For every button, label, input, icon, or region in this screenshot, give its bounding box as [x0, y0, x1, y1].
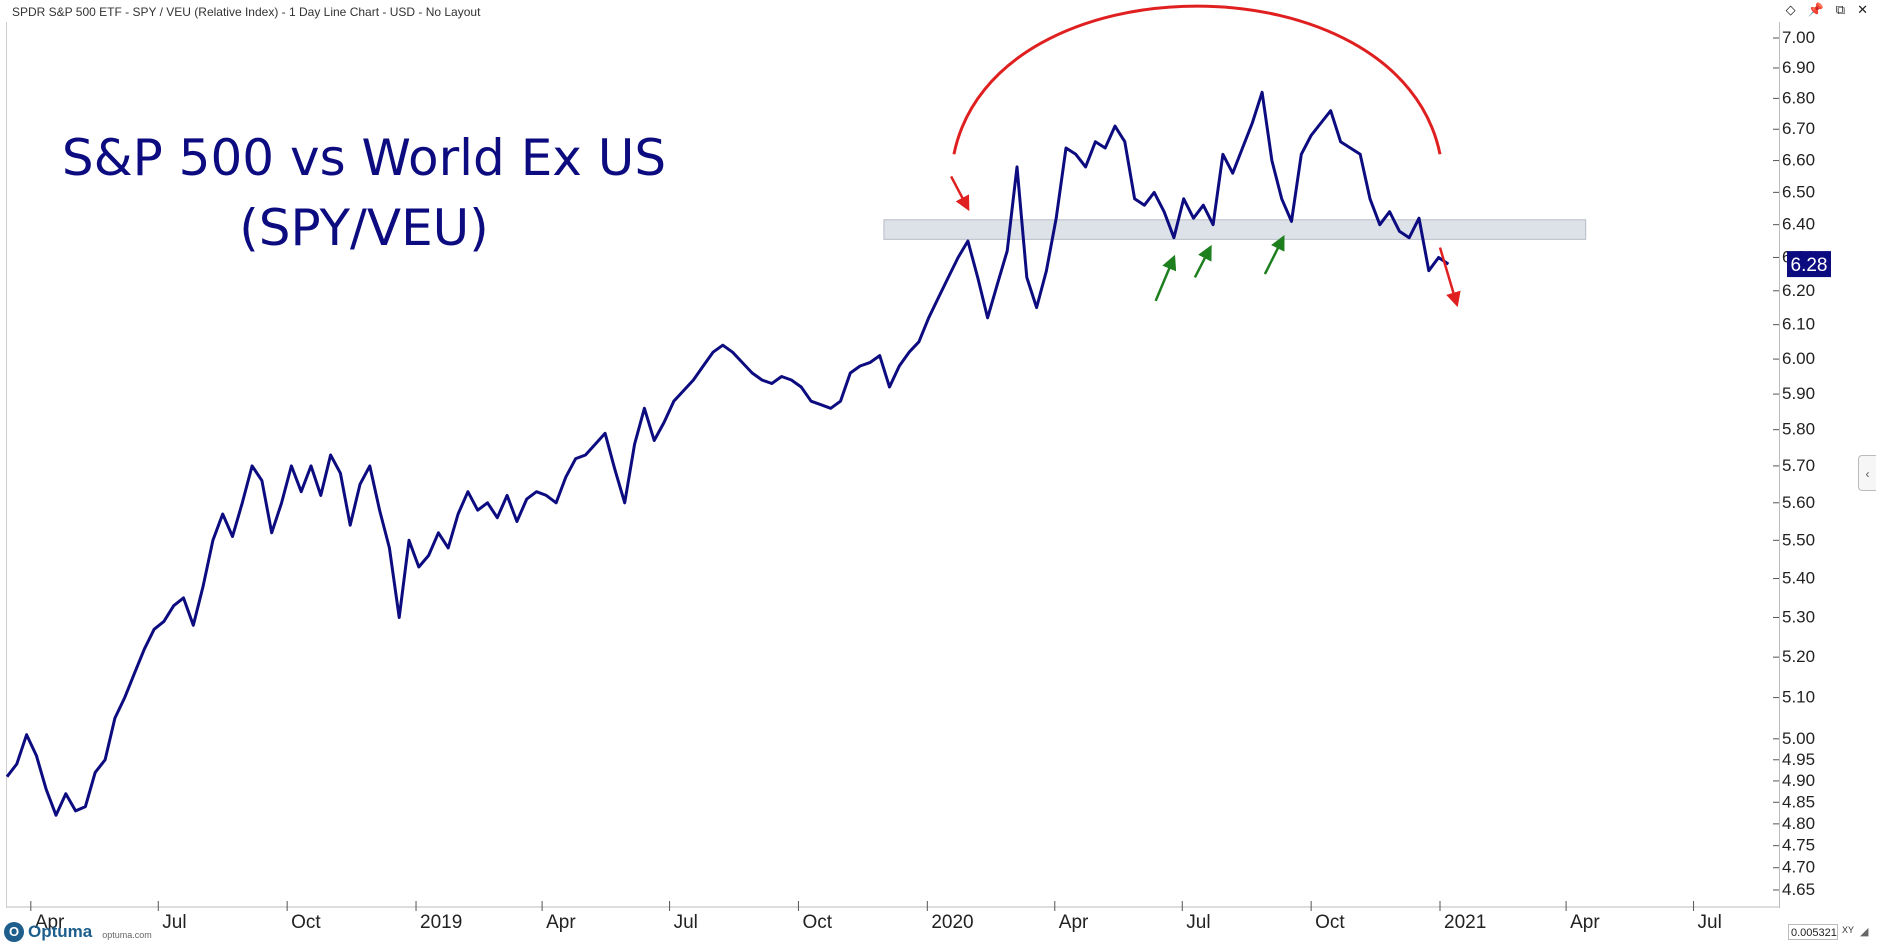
x-tick-label: 2019: [420, 912, 462, 933]
side-panel-toggle-chevron-left-icon[interactable]: ‹: [1858, 455, 1876, 491]
resize-grip-icon[interactable]: ◢: [1860, 926, 1869, 938]
y-tick-label: 5.10: [1782, 688, 1815, 707]
y-tick-label: 5.00: [1782, 729, 1815, 748]
x-tick-label: Apr: [1570, 912, 1600, 933]
y-tick-label: 5.90: [1782, 384, 1815, 403]
y-tick-label: 6.70: [1782, 119, 1815, 138]
x-tick-label: 2020: [931, 912, 973, 933]
y-tick-label: 5.40: [1782, 569, 1815, 588]
top-arc: [952, 4, 1442, 155]
optuma-logo: O Optuma optuma.com: [4, 922, 152, 942]
y-tick-label: 4.80: [1782, 814, 1815, 833]
x-tick-label: Oct: [291, 912, 321, 933]
y-tick-label: 5.70: [1782, 456, 1815, 475]
y-tick-label: 6.90: [1782, 58, 1815, 77]
y-tick-label: 4.65: [1782, 880, 1815, 899]
green-arrow: [1154, 254, 1177, 302]
chart-header-title: SPDR S&P 500 ETF - SPY / VEU (Relative I…: [12, 5, 481, 19]
red-arrow: [1438, 247, 1461, 308]
x-tick-label: Apr: [1059, 912, 1089, 933]
x-tick-label: Oct: [1315, 912, 1345, 933]
last-value-label: 6.28: [1791, 255, 1828, 276]
y-tick-label: 4.90: [1782, 771, 1815, 790]
y-tick-label: 6.40: [1782, 215, 1815, 234]
optuma-logo-icon: O: [4, 922, 24, 942]
green-arrow: [1193, 244, 1212, 278]
red-arrow: [950, 175, 970, 212]
y-tick-label: 4.85: [1782, 792, 1815, 811]
y-tick-label: 5.20: [1782, 647, 1815, 666]
chart-title-line2: (SPY/VEU): [239, 199, 489, 257]
y-tick-label: 4.70: [1782, 858, 1815, 877]
y-tick-label: 6.60: [1782, 151, 1815, 170]
x-tick-label: Jul: [162, 912, 186, 933]
y-tick-label: 6.80: [1782, 88, 1815, 107]
logo-text: Optuma: [28, 922, 93, 941]
y-tick-label: 6.50: [1782, 182, 1815, 201]
support-band: [883, 219, 1587, 240]
chart-header-bar: SPDR S&P 500 ETF - SPY / VEU (Relative I…: [0, 0, 1878, 22]
y-tick-label: 7.00: [1782, 28, 1815, 47]
scale-readout[interactable]: 0.0053219: [1788, 924, 1838, 940]
y-tick-label: 5.60: [1782, 493, 1815, 512]
green-arrow: [1263, 235, 1285, 275]
xy-toggle-button[interactable]: XY: [1842, 925, 1855, 935]
diamond-icon[interactable]: ◇: [1785, 2, 1796, 17]
window-controls: ◇ 📌 ⧉ ✕: [1786, 2, 1868, 18]
x-tick-label: Oct: [802, 912, 832, 933]
x-tick-label: Jul: [1698, 912, 1722, 933]
y-tick-label: 6.10: [1782, 315, 1815, 334]
x-tick-label: Jul: [1186, 912, 1210, 933]
y-tick-label: 5.30: [1782, 607, 1815, 626]
plot-frame: [6, 22, 1780, 908]
pin-icon[interactable]: 📌: [1807, 2, 1824, 17]
chart-footer: O Optuma optuma.com 0.0053219 XY ◢: [0, 908, 1878, 947]
price-line: [5, 90, 1450, 817]
x-tick-label: Apr: [35, 912, 65, 933]
x-tick-label: 2021: [1444, 912, 1486, 933]
y-tick-label: 6.00: [1782, 349, 1815, 368]
y-tick-label: 4.95: [1782, 750, 1815, 769]
close-icon[interactable]: ✕: [1857, 2, 1868, 17]
restore-icon[interactable]: ⧉: [1835, 2, 1846, 17]
y-tick-label: 4.75: [1782, 836, 1815, 855]
last-value-badge: [1787, 251, 1831, 278]
logo-url: optuma.com: [102, 930, 152, 940]
x-tick-label: Jul: [674, 912, 698, 933]
y-tick-label: 6.20: [1782, 281, 1815, 300]
y-tick-label: 5.50: [1782, 530, 1815, 549]
chart-title-line1: S&P 500 vs World Ex US: [62, 129, 666, 187]
x-tick-label: Apr: [546, 912, 576, 933]
y-tick-label: 5.80: [1782, 420, 1815, 439]
